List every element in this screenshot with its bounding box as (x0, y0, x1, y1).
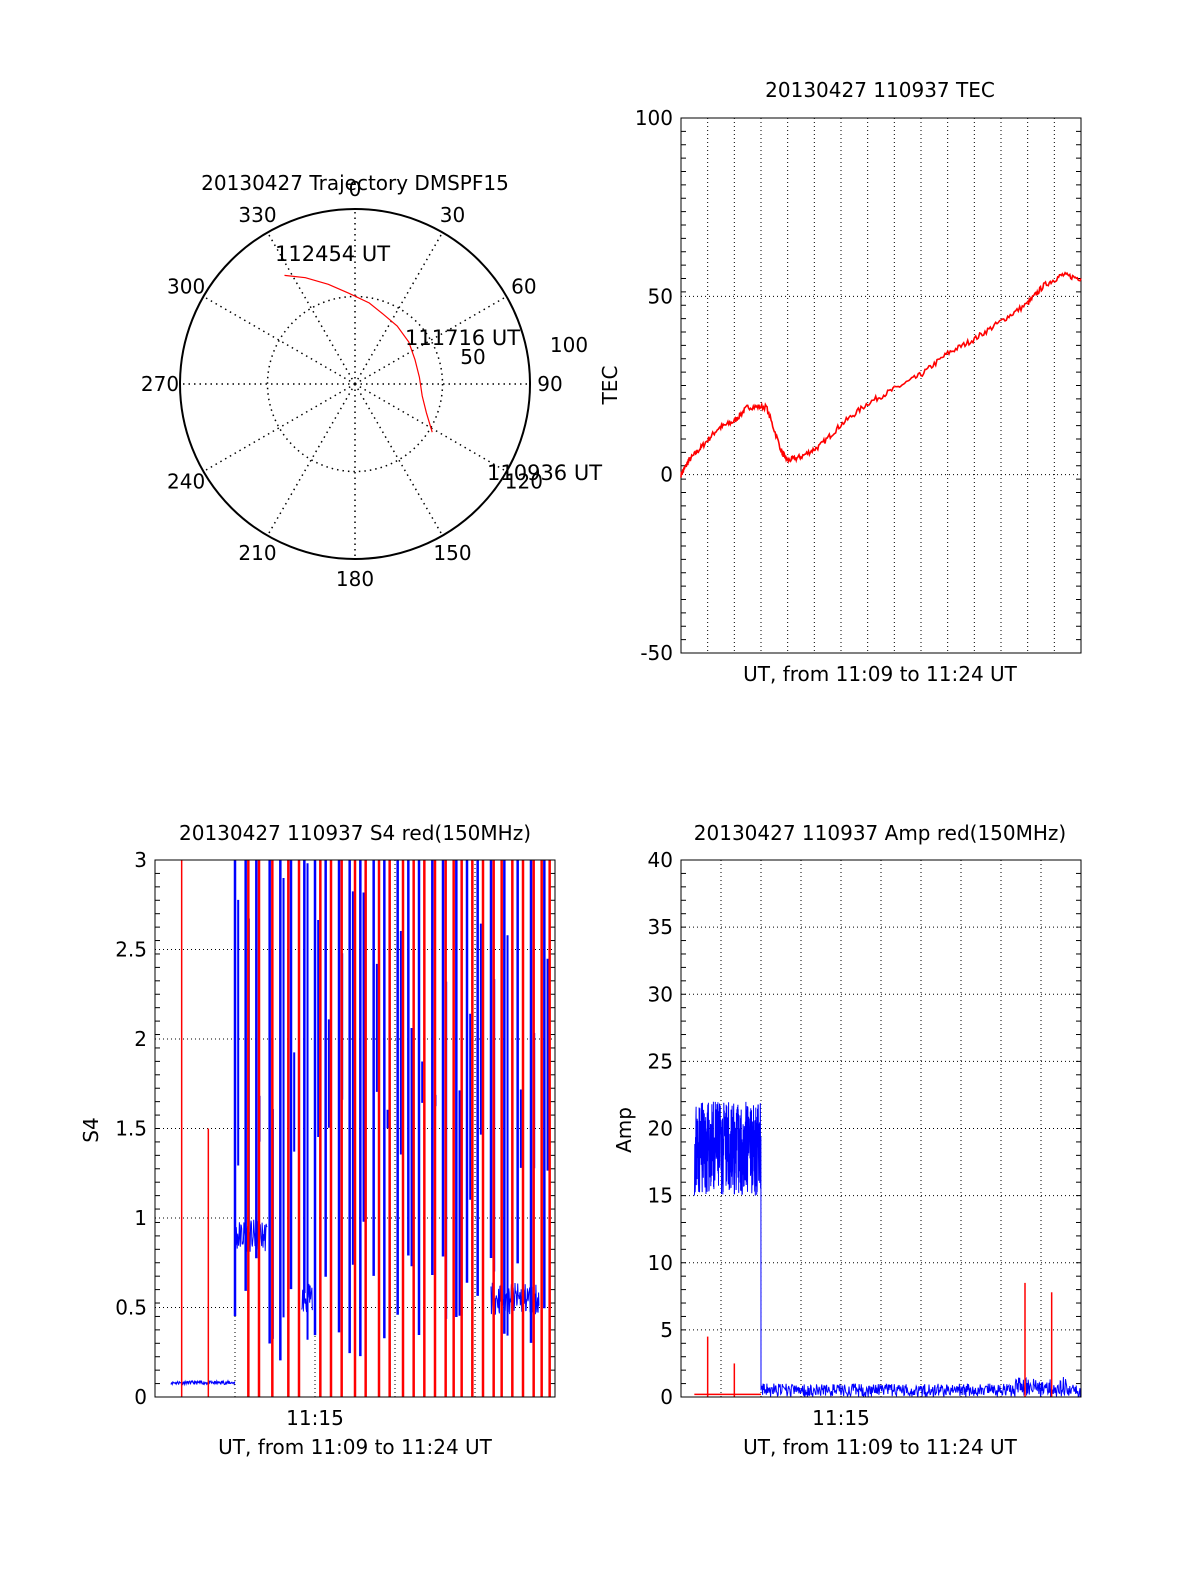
y-tick-label: 0 (660, 463, 673, 487)
amp-plot-frame (680, 859, 1082, 1398)
s4-panel: 20130427 110937 S4 red(150MHz) 0 0.5 1 1.5 2… (79, 821, 556, 1459)
trajectory-annotation-end: 112454 UT (275, 242, 390, 266)
y-tick-label: 0.5 (115, 1296, 147, 1320)
amp-panel: 20130427 110937 Amp red(150MHz) 0 5 10 15 20… (612, 821, 1082, 1459)
y-tick-label: 1.5 (115, 1117, 147, 1141)
s4-y-tick-labels: 0 0.5 1 1.5 2 2.5 3 (115, 848, 147, 1409)
tec-x-label: UT, from 11:09 to 11:24 UT (743, 662, 1018, 686)
amp-x-tick-label: 11:15 (812, 1406, 870, 1430)
polar-radial-label-100: 100 (550, 333, 588, 357)
amp-blue-band (693, 1101, 762, 1391)
y-tick-label: 35 (648, 915, 673, 939)
amp-title: 20130427 110937 Amp red(150MHz) (694, 821, 1066, 845)
tec-series-line (680, 271, 1082, 478)
tec-y-tick-labels: -50 0 50 100 (635, 106, 673, 665)
y-tick-label: -50 (640, 641, 673, 665)
polar-angle-label: 330 (238, 203, 276, 227)
polar-angle-label: 270 (141, 372, 179, 396)
tec-title: 20130427 110937 TEC (765, 78, 995, 102)
amp-x-label: UT, from 11:09 to 11:24 UT (743, 1435, 1018, 1459)
tec-panel: 20130427 110937 TEC -50 0 50 100 TEC UT, fr… (598, 78, 1082, 686)
polar-angle-label: 210 (238, 541, 276, 565)
polar-radial-label-50: 50 (460, 345, 485, 369)
polar-angle-labels: 0 30 60 90 120 150 180 210 240 270 300 330 (141, 177, 563, 591)
trajectory-title: 20130427 Trajectory DMSPF15 (201, 171, 509, 195)
trajectory-line (284, 274, 433, 433)
polar-angle-label: 240 (167, 470, 205, 494)
polar-grid-spoke (354, 383, 444, 536)
y-tick-label: 1 (134, 1206, 147, 1230)
y-tick-label: 2.5 (115, 938, 147, 962)
trajectory-annotation-mid: 111716 UT (405, 326, 520, 350)
polar-angle-label: 150 (433, 541, 471, 565)
amp-y-label: Amp (612, 1107, 636, 1153)
polar-angle-label: 30 (440, 203, 465, 227)
y-tick-label: 40 (648, 848, 673, 872)
s4-blue-segment (234, 1219, 268, 1252)
tec-grid (681, 117, 1081, 654)
amp-y-tick-labels: 0 5 10 15 20 25 30 35 40 (648, 848, 673, 1409)
polar-angle-label: 180 (336, 567, 374, 591)
tec-y-label: TEC (598, 366, 622, 406)
s4-blue-segment (170, 1379, 236, 1387)
y-tick-label: 0 (660, 1385, 673, 1409)
y-tick-label: 25 (648, 1049, 673, 1073)
polar-angle-label: 60 (511, 275, 536, 299)
y-tick-label: 2 (134, 1027, 147, 1051)
polar-grid-spoke (203, 383, 356, 473)
y-tick-label: 20 (648, 1117, 673, 1141)
polar-outer-circle (179, 208, 531, 560)
trajectory-annotation-start: 110936 UT (487, 461, 602, 485)
s4-y-label: S4 (79, 1117, 103, 1142)
y-tick-label: 0 (134, 1385, 147, 1409)
y-tick-label: 5 (660, 1318, 673, 1342)
tec-plot-frame (680, 117, 1082, 654)
s4-x-label: UT, from 11:09 to 11:24 UT (218, 1435, 493, 1459)
s4-x-tick-label: 11:15 (286, 1406, 344, 1430)
polar-angle-label: 90 (537, 372, 562, 396)
y-tick-label: 15 (648, 1184, 673, 1208)
polar-grid-circle (266, 295, 444, 473)
polar-grid-spoke (266, 383, 356, 536)
polar-angle-label: 300 (167, 275, 205, 299)
polar-angle-label: 0 (349, 177, 362, 201)
amp-series (693, 1101, 1082, 1398)
s4-series (170, 860, 551, 1397)
s4-plot-frame (154, 859, 556, 1398)
y-tick-label: 30 (648, 982, 673, 1006)
y-tick-label: 100 (635, 106, 673, 130)
amp-blue-noise (760, 1376, 1082, 1398)
polar-grid (180, 209, 530, 559)
s4-title: 20130427 110937 S4 red(150MHz) (179, 821, 531, 845)
y-tick-label: 10 (648, 1251, 673, 1275)
polar-angle-label: 120 (505, 470, 543, 494)
y-tick-label: 3 (134, 848, 147, 872)
y-tick-label: 50 (648, 284, 673, 308)
trajectory-panel: 20130427 Trajectory DMSPF15 0 30 60 90 120 15… (141, 171, 602, 591)
